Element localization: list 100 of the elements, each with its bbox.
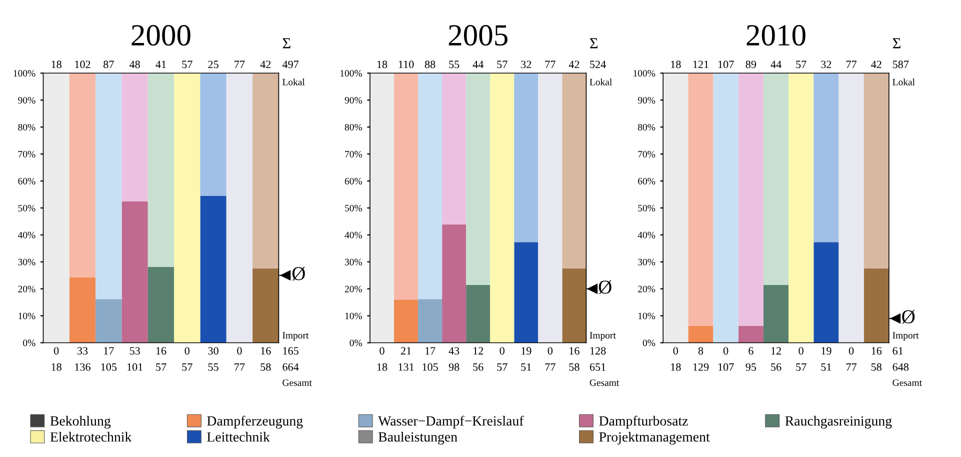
text: 105 <box>101 363 117 371</box>
text: 32 <box>821 60 832 68</box>
text: Import <box>590 332 616 341</box>
y-tick-label: 0% <box>23 340 36 346</box>
y-tick-label: 60% <box>344 178 362 184</box>
text: 18 <box>671 60 681 68</box>
y-tick-label: 100% <box>634 70 656 77</box>
y-tick-label: 100% <box>14 70 36 77</box>
text: 6 <box>748 347 754 355</box>
text: 57 <box>497 363 508 371</box>
text: 497 <box>282 60 299 68</box>
text: 129 <box>693 363 709 371</box>
text: 88 <box>424 60 436 68</box>
text: Σ <box>282 38 290 48</box>
legend-label: Projektmanagement <box>599 432 710 444</box>
chart-title: 2010 <box>746 25 806 46</box>
text: 77 <box>545 60 556 68</box>
text: 32 <box>521 60 532 68</box>
y-tick-label: 80% <box>18 124 36 131</box>
text: 77 <box>846 60 857 68</box>
text: 0 <box>723 347 728 355</box>
ref-line-label: Ø <box>598 280 612 294</box>
text: 107 <box>718 60 734 68</box>
y-tick-label: 0% <box>350 340 362 346</box>
text: 77 <box>545 363 556 371</box>
chart-title: 2005 <box>448 25 508 46</box>
text: 77 <box>234 60 245 68</box>
text: 0 <box>548 347 553 355</box>
text: Σ <box>892 38 900 48</box>
text: 25 <box>208 60 218 68</box>
text: 105 <box>422 363 438 371</box>
legend-label: Leittechnik <box>207 432 270 442</box>
text: 165 <box>283 347 298 355</box>
text: 57 <box>497 60 508 68</box>
legend-label: Dampfturbosatz <box>599 416 688 428</box>
text: Lokal <box>892 78 915 86</box>
legend-label: Rauchgasreinigung <box>785 416 892 428</box>
text: 524 <box>590 60 606 68</box>
y-tick-label: 90% <box>18 96 36 104</box>
text: Gesamt <box>590 379 620 386</box>
text: 55 <box>449 60 460 68</box>
y-tick-label: 30% <box>638 258 656 266</box>
text: Lokal <box>282 78 305 86</box>
text: 18 <box>377 60 388 68</box>
y-tick-label: 30% <box>344 258 362 266</box>
text: 136 <box>75 363 90 371</box>
text: 12 <box>474 347 484 355</box>
legend-label: Bauleistungen <box>378 432 458 444</box>
y-tick-label: 0% <box>642 340 656 346</box>
text: 41 <box>156 60 166 68</box>
y-tick-label: 20% <box>18 286 36 292</box>
y-tick-label: 40% <box>638 232 656 238</box>
y-tick-label: 20% <box>344 286 362 292</box>
text: 51 <box>821 363 832 371</box>
legend-label: Elektrotechnik <box>50 432 132 442</box>
legend-label: Wasser−Dampf−Kreislauf <box>378 416 524 428</box>
y-tick-label: 50% <box>345 204 362 212</box>
y-tick-label: 60% <box>18 178 36 184</box>
text: 61 <box>892 347 903 355</box>
text: 42 <box>871 60 882 68</box>
y-tick-label: 30% <box>18 258 36 266</box>
text: 58 <box>871 363 882 371</box>
text: 16 <box>570 347 580 355</box>
text: 0 <box>848 347 854 355</box>
text: 110 <box>398 60 414 68</box>
text: 30 <box>208 347 218 355</box>
text: 0 <box>673 347 678 355</box>
text: 58 <box>260 363 271 371</box>
y-tick-label: 70% <box>18 150 36 158</box>
text: 57 <box>796 363 806 371</box>
text: 55 <box>208 363 218 371</box>
text: 56 <box>473 363 484 371</box>
text: 0 <box>500 347 504 355</box>
text: 18 <box>671 363 681 371</box>
y-tick-label: 40% <box>18 232 36 238</box>
text: 0 <box>798 347 804 355</box>
y-tick-label: 10% <box>638 312 656 320</box>
text: 651 <box>590 363 606 371</box>
text: Σ <box>590 38 598 48</box>
y-tick-label: 10% <box>345 312 362 320</box>
y-tick-label: 10% <box>18 312 36 320</box>
text: 51 <box>521 363 532 371</box>
text: Gesamt <box>892 379 922 386</box>
y-tick-label: 60% <box>638 178 656 184</box>
text: 33 <box>77 347 88 355</box>
text: 587 <box>892 60 909 68</box>
text: 57 <box>182 60 192 68</box>
text: 57 <box>156 363 166 371</box>
text: 121 <box>693 60 708 68</box>
text: 89 <box>746 60 756 68</box>
text: 57 <box>796 60 806 68</box>
text: 48 <box>129 60 140 68</box>
text: 44 <box>472 60 484 68</box>
text: 42 <box>260 60 271 68</box>
text: 77 <box>234 363 245 371</box>
y-tick-label: 80% <box>638 124 656 131</box>
text: 43 <box>448 347 460 355</box>
y-tick-label: 50% <box>638 204 656 212</box>
ref-line-label: Ø <box>902 310 915 324</box>
text: 0 <box>54 347 59 355</box>
